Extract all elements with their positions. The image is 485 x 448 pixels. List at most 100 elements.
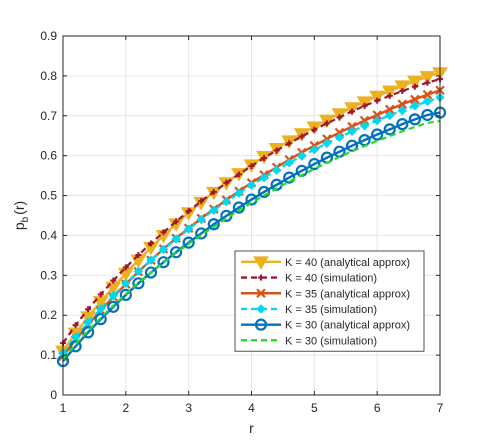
legend-marker <box>254 318 268 331</box>
data-point <box>246 180 257 190</box>
x-tick-label: 4 <box>248 401 255 415</box>
data-point <box>359 115 370 126</box>
data-point <box>234 188 244 198</box>
data-point <box>386 92 393 99</box>
data-point <box>82 326 95 339</box>
data-point <box>399 88 406 95</box>
data-point <box>221 196 232 207</box>
data-point <box>309 144 320 155</box>
legend-entry: K = 35 (analytical approx) <box>241 288 410 300</box>
series-group <box>55 67 448 368</box>
x-axis-label: r <box>249 420 254 436</box>
y-tick-label: 0.7 <box>40 109 57 123</box>
data-point <box>297 151 307 161</box>
legend-label: K = 35 (simulation) <box>285 304 377 316</box>
data-point <box>158 244 169 255</box>
y-axis-label-main: p <box>11 222 27 230</box>
data-point <box>107 300 120 313</box>
data-point <box>210 188 217 195</box>
data-point <box>171 234 181 244</box>
data-point <box>369 90 386 105</box>
legend-label: K = 30 (analytical approx) <box>285 320 410 332</box>
y-axis-label-subscript: b <box>20 216 31 222</box>
marker-d2 <box>372 110 382 120</box>
x-tick-label: 2 <box>122 401 129 415</box>
marker-d2 <box>410 94 420 105</box>
data-point <box>384 104 395 115</box>
data-point <box>108 290 118 301</box>
data-point <box>322 138 332 149</box>
data-point <box>119 288 132 301</box>
data-point <box>323 120 330 127</box>
legend-label: K = 35 (analytical approx) <box>285 288 410 300</box>
data-point <box>235 171 242 178</box>
y-axis-label-tail: (r) <box>11 201 27 215</box>
data-point <box>72 322 79 329</box>
x-tick-label: 6 <box>374 401 381 415</box>
legend: K = 40 (analytical approx) K = 40 (simula… <box>234 250 425 352</box>
data-point <box>173 218 180 225</box>
data-point <box>383 123 396 136</box>
data-point <box>406 75 423 90</box>
y-tick-label: 0.9 <box>40 29 57 43</box>
data-point <box>209 205 219 216</box>
data-point <box>286 140 293 147</box>
marker-d2 <box>422 89 433 100</box>
data-point <box>85 306 92 313</box>
data-point <box>271 165 282 175</box>
legend-entry: K = 40 (analytical approx) <box>241 256 410 270</box>
data-point <box>424 79 431 86</box>
data-point <box>347 126 357 137</box>
legend-label: K = 40 (analytical approx) <box>285 257 410 269</box>
data-point <box>372 115 382 126</box>
data-point <box>273 147 280 154</box>
data-point <box>195 227 208 240</box>
data-point <box>223 179 230 186</box>
marker-d2 <box>347 121 357 132</box>
data-point <box>196 214 206 225</box>
y-tick-label: 0.5 <box>40 189 57 203</box>
data-point <box>185 208 192 215</box>
data-point <box>283 171 296 184</box>
data-point <box>381 85 398 100</box>
data-point <box>359 121 370 131</box>
data-point <box>345 139 359 152</box>
y-tick-label: 0.4 <box>40 228 57 242</box>
series <box>58 92 445 358</box>
data-point <box>396 118 409 131</box>
data-point <box>147 240 154 247</box>
legend-label: K = 30 (simulation) <box>285 335 377 347</box>
data-point <box>349 108 356 115</box>
legend-marker <box>256 304 266 314</box>
data-point <box>110 277 117 284</box>
data-point <box>421 108 434 122</box>
y-tick-label: 0.3 <box>40 268 57 282</box>
legend-entry: K = 40 (simulation) <box>241 273 377 285</box>
y-tick-label: 0.1 <box>40 348 57 362</box>
data-point <box>248 163 255 170</box>
data-point <box>146 255 156 265</box>
legend-marker <box>258 274 264 281</box>
y-tick-label: 0.6 <box>40 149 57 163</box>
data-point <box>394 80 411 94</box>
data-point <box>284 158 294 168</box>
marker-d2 <box>359 115 370 126</box>
data-point <box>298 133 305 140</box>
y-tick-label: 0.8 <box>40 69 57 83</box>
data-point <box>334 127 345 138</box>
data-point <box>385 110 395 121</box>
data-point <box>94 313 107 326</box>
data-point <box>372 110 382 120</box>
data-point <box>419 71 436 85</box>
x-tick-label: 7 <box>437 401 444 415</box>
data-point <box>97 291 104 298</box>
data-point <box>95 304 106 314</box>
data-point <box>69 340 82 353</box>
legend-marker <box>253 256 269 270</box>
data-point <box>408 113 421 126</box>
data-point <box>183 224 194 234</box>
marker-d2 <box>334 127 345 138</box>
data-point <box>157 256 170 269</box>
series-line <box>62 119 441 360</box>
